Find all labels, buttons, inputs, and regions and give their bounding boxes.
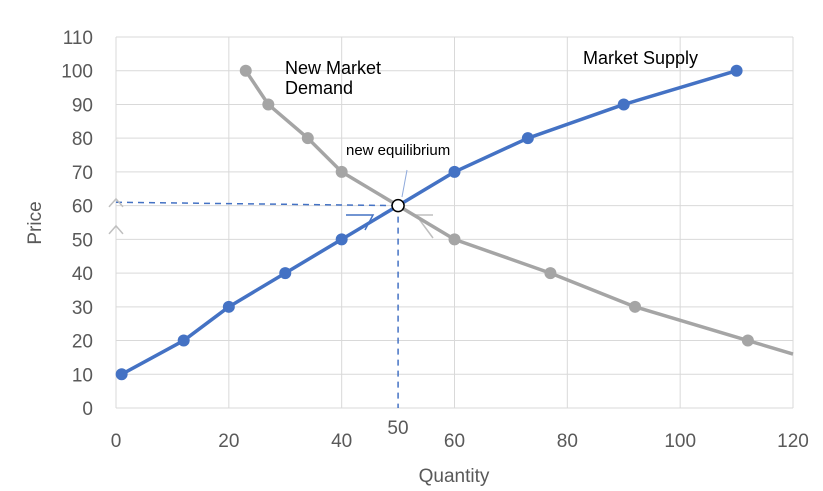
- y-tick-label: 10: [72, 365, 93, 386]
- equilibrium-reference-lines: [115, 201, 399, 408]
- supply-point: [448, 165, 461, 178]
- y-tick-label: 90: [72, 95, 93, 116]
- y-tick-label: 30: [72, 298, 93, 319]
- y-tick-label: 40: [72, 264, 93, 285]
- supply-point: [177, 334, 190, 347]
- demand-point: [335, 165, 348, 178]
- demand-point: [629, 300, 642, 313]
- x-tick-label: 40: [331, 431, 352, 452]
- supply-series-label: Market Supply: [583, 48, 698, 68]
- supply-point: [222, 300, 235, 313]
- demand-point: [301, 132, 314, 145]
- x-axis-title: Quantity: [419, 466, 490, 487]
- x-tick-label: 20: [218, 431, 239, 452]
- demand-label-line-1: New Market: [285, 58, 381, 78]
- demand-point: [448, 233, 461, 246]
- supply-point: [521, 132, 534, 145]
- x-tick-label: 80: [557, 431, 578, 452]
- upward-shift-arrow-icon: [108, 224, 124, 235]
- demand-point: [544, 267, 557, 280]
- y-tick-label: 100: [61, 62, 93, 83]
- demand-point: [741, 334, 754, 347]
- demand-series-label: New Market Demand: [285, 58, 381, 98]
- demand-point: [239, 64, 252, 77]
- equilibrium-price-dashed-line: [115, 201, 399, 207]
- series-line-supply: [120, 69, 738, 376]
- y-tick-label: 70: [72, 163, 93, 184]
- equilibrium-quantity-label: 50: [387, 418, 408, 439]
- y-tick-label: 110: [63, 28, 93, 49]
- supply-point: [617, 98, 630, 111]
- supply-point: [335, 233, 348, 246]
- series-line-demand: [244, 69, 794, 356]
- x-tick-label: 100: [664, 431, 696, 452]
- y-tick-label: 60: [72, 197, 93, 218]
- x-tick-label: 0: [111, 431, 122, 452]
- upward-shift-arrow-icon: [108, 197, 124, 208]
- supply-point: [115, 368, 128, 381]
- gridlines: [115, 36, 794, 409]
- x-tick-label: 120: [777, 431, 809, 452]
- demand-point: [262, 98, 275, 111]
- equilibrium-label: new equilibrium: [346, 142, 450, 159]
- y-tick-label: 20: [72, 332, 93, 353]
- y-tick-label: 50: [72, 230, 93, 251]
- supply-point: [279, 267, 292, 280]
- supply-point: [730, 64, 743, 77]
- y-tick-label: 80: [72, 129, 93, 150]
- series-layer: [115, 64, 794, 381]
- equilibrium-marker-layer: [391, 198, 405, 213]
- y-axis-title: Price: [25, 201, 46, 244]
- demand-label-line-2: Demand: [285, 78, 353, 98]
- x-tick-label: 60: [444, 431, 465, 452]
- y-tick-label: 0: [82, 399, 93, 420]
- equilibrium-point: [391, 198, 405, 213]
- equilibrium-pointer-line: [401, 169, 408, 198]
- tick-labels: 0 10 20 30 40 50 60 70 80 90 100 110 0 20 40 60 80 100 120: [61, 28, 809, 452]
